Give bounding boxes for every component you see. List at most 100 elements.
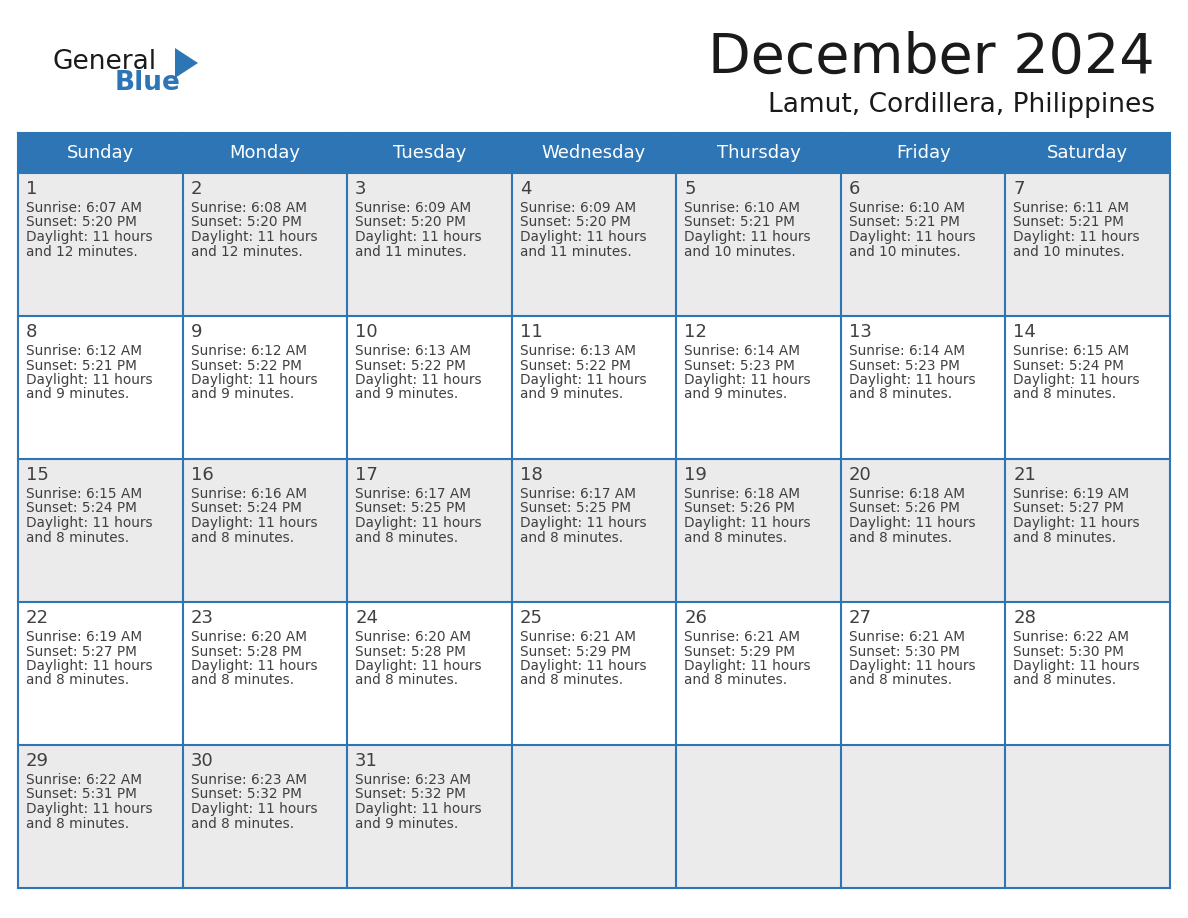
Text: Daylight: 11 hours: Daylight: 11 hours	[519, 659, 646, 673]
Text: Sunrise: 6:19 AM: Sunrise: 6:19 AM	[26, 630, 143, 644]
Text: 26: 26	[684, 609, 707, 627]
Text: Sunset: 5:31 PM: Sunset: 5:31 PM	[26, 788, 137, 801]
Text: and 9 minutes.: and 9 minutes.	[26, 387, 129, 401]
Text: Sunrise: 6:15 AM: Sunrise: 6:15 AM	[1013, 344, 1130, 358]
Text: Sunset: 5:23 PM: Sunset: 5:23 PM	[849, 359, 960, 373]
Text: Daylight: 11 hours: Daylight: 11 hours	[849, 230, 975, 244]
Text: Daylight: 11 hours: Daylight: 11 hours	[1013, 516, 1140, 530]
Text: 16: 16	[190, 466, 214, 484]
Text: 7: 7	[1013, 180, 1025, 198]
Text: and 8 minutes.: and 8 minutes.	[190, 816, 293, 831]
Text: and 8 minutes.: and 8 minutes.	[26, 531, 129, 544]
Bar	[18, 459, 1170, 602]
Text: Sunset: 5:29 PM: Sunset: 5:29 PM	[519, 644, 631, 658]
Text: and 12 minutes.: and 12 minutes.	[190, 244, 302, 259]
Text: 27: 27	[849, 609, 872, 627]
Bar	[18, 602, 1170, 745]
Polygon shape	[175, 48, 198, 78]
Text: Sunset: 5:23 PM: Sunset: 5:23 PM	[684, 359, 795, 373]
Text: and 8 minutes.: and 8 minutes.	[519, 674, 623, 688]
Text: 24: 24	[355, 609, 378, 627]
Text: and 8 minutes.: and 8 minutes.	[1013, 531, 1117, 544]
Text: Sunset: 5:22 PM: Sunset: 5:22 PM	[190, 359, 302, 373]
Text: Daylight: 11 hours: Daylight: 11 hours	[190, 802, 317, 816]
Text: and 11 minutes.: and 11 minutes.	[519, 244, 632, 259]
Text: Daylight: 11 hours: Daylight: 11 hours	[519, 516, 646, 530]
Text: 29: 29	[26, 752, 49, 770]
Text: 18: 18	[519, 466, 543, 484]
Text: and 8 minutes.: and 8 minutes.	[849, 674, 952, 688]
Text: and 12 minutes.: and 12 minutes.	[26, 244, 138, 259]
Text: Friday: Friday	[896, 144, 950, 162]
Text: Sunset: 5:27 PM: Sunset: 5:27 PM	[1013, 501, 1124, 516]
Text: 30: 30	[190, 752, 214, 770]
Text: Sunset: 5:24 PM: Sunset: 5:24 PM	[190, 501, 302, 516]
Text: and 8 minutes.: and 8 minutes.	[355, 674, 459, 688]
Text: Sunset: 5:26 PM: Sunset: 5:26 PM	[684, 501, 795, 516]
Text: 22: 22	[26, 609, 49, 627]
Text: Daylight: 11 hours: Daylight: 11 hours	[684, 516, 811, 530]
Text: and 9 minutes.: and 9 minutes.	[355, 387, 459, 401]
Text: Sunset: 5:22 PM: Sunset: 5:22 PM	[355, 359, 466, 373]
Text: Blue: Blue	[115, 70, 181, 96]
Text: Sunset: 5:32 PM: Sunset: 5:32 PM	[190, 788, 302, 801]
Text: Sunday: Sunday	[67, 144, 134, 162]
Text: Daylight: 11 hours: Daylight: 11 hours	[190, 659, 317, 673]
Text: 23: 23	[190, 609, 214, 627]
Text: and 8 minutes.: and 8 minutes.	[849, 387, 952, 401]
Text: and 8 minutes.: and 8 minutes.	[1013, 387, 1117, 401]
Text: 10: 10	[355, 323, 378, 341]
Text: Saturday: Saturday	[1047, 144, 1129, 162]
Text: and 9 minutes.: and 9 minutes.	[519, 387, 623, 401]
Text: Sunset: 5:24 PM: Sunset: 5:24 PM	[1013, 359, 1124, 373]
Text: Daylight: 11 hours: Daylight: 11 hours	[190, 230, 317, 244]
Text: Sunrise: 6:22 AM: Sunrise: 6:22 AM	[1013, 630, 1130, 644]
Text: Sunset: 5:21 PM: Sunset: 5:21 PM	[26, 359, 137, 373]
Text: Daylight: 11 hours: Daylight: 11 hours	[684, 230, 811, 244]
Text: 1: 1	[26, 180, 37, 198]
Text: Sunrise: 6:14 AM: Sunrise: 6:14 AM	[684, 344, 801, 358]
Text: Daylight: 11 hours: Daylight: 11 hours	[684, 373, 811, 387]
Text: 20: 20	[849, 466, 872, 484]
Text: 5: 5	[684, 180, 696, 198]
Text: 21: 21	[1013, 466, 1036, 484]
Text: Sunrise: 6:12 AM: Sunrise: 6:12 AM	[26, 344, 143, 358]
Text: Daylight: 11 hours: Daylight: 11 hours	[1013, 373, 1140, 387]
Text: and 8 minutes.: and 8 minutes.	[1013, 674, 1117, 688]
Text: Daylight: 11 hours: Daylight: 11 hours	[849, 516, 975, 530]
Text: Sunrise: 6:10 AM: Sunrise: 6:10 AM	[849, 201, 965, 215]
Text: Sunset: 5:30 PM: Sunset: 5:30 PM	[849, 644, 960, 658]
Text: Sunrise: 6:11 AM: Sunrise: 6:11 AM	[1013, 201, 1130, 215]
Text: Daylight: 11 hours: Daylight: 11 hours	[355, 373, 482, 387]
Text: 6: 6	[849, 180, 860, 198]
Text: Sunset: 5:26 PM: Sunset: 5:26 PM	[849, 501, 960, 516]
Text: Sunset: 5:25 PM: Sunset: 5:25 PM	[355, 501, 466, 516]
Text: Sunset: 5:28 PM: Sunset: 5:28 PM	[190, 644, 302, 658]
Text: 12: 12	[684, 323, 707, 341]
Text: Daylight: 11 hours: Daylight: 11 hours	[26, 373, 152, 387]
Text: Sunset: 5:20 PM: Sunset: 5:20 PM	[519, 216, 631, 230]
Text: Sunrise: 6:10 AM: Sunrise: 6:10 AM	[684, 201, 801, 215]
Text: Daylight: 11 hours: Daylight: 11 hours	[355, 230, 482, 244]
Text: and 8 minutes.: and 8 minutes.	[190, 674, 293, 688]
Text: Sunset: 5:25 PM: Sunset: 5:25 PM	[519, 501, 631, 516]
Text: and 8 minutes.: and 8 minutes.	[684, 531, 788, 544]
Text: Sunrise: 6:18 AM: Sunrise: 6:18 AM	[684, 487, 801, 501]
Text: Daylight: 11 hours: Daylight: 11 hours	[519, 230, 646, 244]
Text: Sunset: 5:21 PM: Sunset: 5:21 PM	[1013, 216, 1124, 230]
Text: Sunset: 5:30 PM: Sunset: 5:30 PM	[1013, 644, 1124, 658]
Text: December 2024: December 2024	[708, 31, 1155, 85]
Text: Daylight: 11 hours: Daylight: 11 hours	[26, 230, 152, 244]
Text: and 10 minutes.: and 10 minutes.	[849, 244, 961, 259]
Text: and 9 minutes.: and 9 minutes.	[684, 387, 788, 401]
Text: Sunrise: 6:13 AM: Sunrise: 6:13 AM	[355, 344, 472, 358]
Text: Wednesday: Wednesday	[542, 144, 646, 162]
Text: Daylight: 11 hours: Daylight: 11 hours	[1013, 230, 1140, 244]
Text: Daylight: 11 hours: Daylight: 11 hours	[190, 516, 317, 530]
Text: and 8 minutes.: and 8 minutes.	[355, 531, 459, 544]
Text: Sunset: 5:24 PM: Sunset: 5:24 PM	[26, 501, 137, 516]
Text: Sunset: 5:29 PM: Sunset: 5:29 PM	[684, 644, 795, 658]
Text: Sunrise: 6:21 AM: Sunrise: 6:21 AM	[519, 630, 636, 644]
Text: and 8 minutes.: and 8 minutes.	[849, 531, 952, 544]
Text: and 10 minutes.: and 10 minutes.	[1013, 244, 1125, 259]
